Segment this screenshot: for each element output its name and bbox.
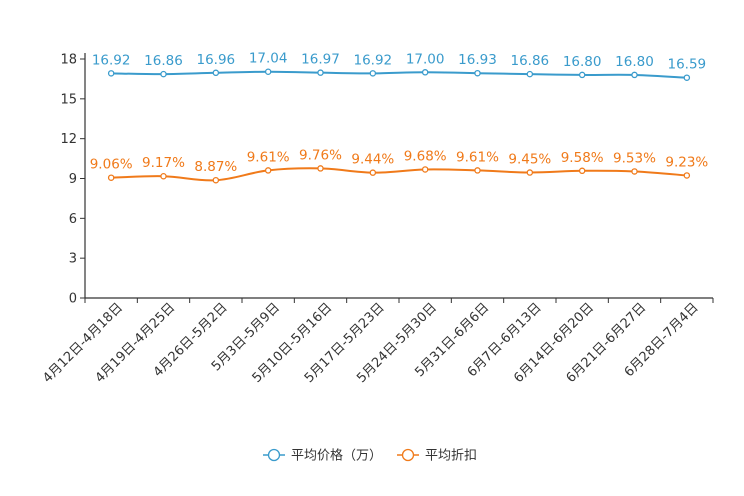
data-label: 9.23% — [665, 154, 708, 170]
data-label: 8.87% — [194, 159, 237, 175]
data-label: 9.17% — [142, 155, 185, 171]
data-point[interactable] — [474, 69, 481, 77]
y-tick-label: 15 — [60, 92, 77, 107]
data-label: 16.92 — [92, 52, 131, 68]
data-point[interactable] — [578, 167, 586, 175]
data-point[interactable] — [421, 166, 429, 173]
data-point[interactable] — [526, 70, 534, 78]
data-label: 16.92 — [354, 52, 393, 68]
data-point[interactable] — [212, 176, 220, 184]
data-point[interactable] — [526, 169, 534, 176]
data-label: 16.86 — [144, 53, 183, 69]
data-label: 9.68% — [404, 148, 447, 164]
legend: 平均价格（万） 平均折扣 — [263, 448, 477, 464]
series-layer: 16.92 16.86 16.96 17.04 16.97 16.92 17.00 16.93… — [90, 51, 708, 184]
data-label: 16.96 — [197, 52, 236, 68]
data-label: 9.61% — [456, 149, 499, 165]
data-label: 9.53% — [613, 150, 656, 166]
data-point[interactable] — [264, 68, 272, 75]
data-point[interactable] — [369, 70, 377, 77]
y-tick-label: 6 — [69, 212, 77, 227]
data-point[interactable] — [160, 70, 167, 78]
data-label: 16.86 — [511, 53, 550, 69]
data-point[interactable] — [160, 172, 167, 180]
y-tick-label: 18 — [60, 53, 77, 68]
legend-item-2[interactable]: 平均折扣 — [397, 449, 477, 464]
data-label: 9.06% — [90, 157, 133, 173]
data-label: 16.80 — [615, 54, 654, 70]
data-label: 16.97 — [301, 52, 340, 68]
data-label: 9.61% — [247, 149, 290, 165]
data-point[interactable] — [683, 74, 691, 81]
data-label: 9.58% — [561, 150, 604, 166]
data-point[interactable] — [107, 174, 115, 181]
data-point[interactable] — [317, 69, 324, 76]
series-1: 16.92 16.86 16.96 17.04 16.97 16.92 17.00 16.93… — [92, 51, 706, 81]
data-point[interactable] — [631, 71, 638, 79]
data-point[interactable] — [317, 165, 324, 172]
data-label: 16.93 — [458, 52, 497, 68]
data-point[interactable] — [474, 167, 481, 174]
data-point[interactable] — [264, 167, 272, 174]
data-label: 9.45% — [508, 152, 551, 168]
y-tick-label: 12 — [60, 132, 77, 147]
data-label: 17.00 — [406, 51, 445, 67]
data-label: 9.44% — [351, 152, 394, 168]
data-label: 17.04 — [249, 51, 288, 67]
data-point[interactable] — [578, 71, 586, 79]
data-point[interactable] — [683, 172, 691, 179]
data-point[interactable] — [107, 70, 115, 77]
y-tick-label: 3 — [69, 252, 77, 267]
data-label: 16.59 — [668, 57, 707, 73]
y-tick-label: 0 — [69, 292, 77, 307]
data-point[interactable] — [631, 168, 638, 175]
legend-marker-icon — [267, 448, 281, 462]
data-point[interactable] — [212, 69, 220, 77]
y-axis: 0 3 6 9 12 15 18 — [60, 53, 86, 307]
legend-item-1[interactable]: 平均价格（万） — [263, 448, 382, 464]
legend-marker-icon — [401, 448, 415, 462]
x-axis: 4月12日-4月18日4月19日-4月25日4月26日-5月2日5月3日-5月9… — [40, 297, 714, 386]
data-label: 16.80 — [563, 54, 602, 70]
data-point[interactable] — [421, 69, 429, 76]
series-line — [111, 70, 687, 79]
series-2: 9.06% 9.17% 8.87% 9.61% 9.76% 9.44% 9.68% 9.61%… — [90, 147, 708, 184]
data-label: 9.76% — [299, 147, 342, 163]
y-tick-label: 9 — [69, 172, 77, 187]
legend-label: 平均价格（万） — [291, 448, 382, 464]
series-line — [111, 167, 687, 182]
data-point[interactable] — [369, 169, 377, 176]
legend-label: 平均折扣 — [425, 449, 477, 464]
